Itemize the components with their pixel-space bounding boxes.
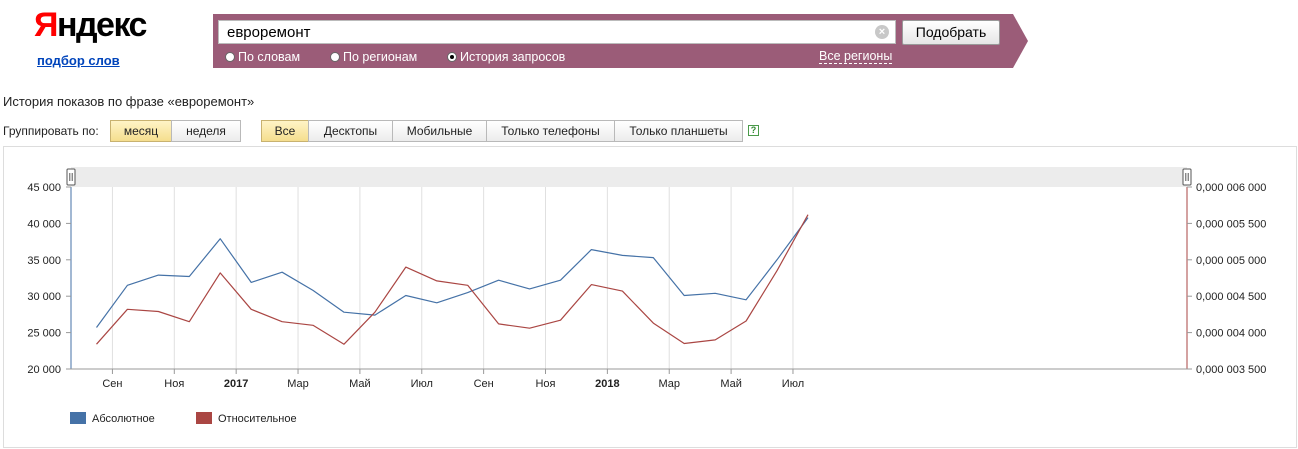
legend-relative-label[interactable]: Относительное bbox=[218, 413, 297, 425]
filter-mobile-button[interactable]: Мобильные bbox=[392, 120, 487, 142]
search-button[interactable]: Подобрать bbox=[902, 20, 1000, 45]
filter-phones-button[interactable]: Только телефоны bbox=[486, 120, 615, 142]
radio-by-regions[interactable]: По регионам bbox=[330, 50, 417, 64]
left-tick-label: 25 000 bbox=[27, 328, 61, 340]
legend-absolute-swatch[interactable] bbox=[70, 412, 86, 424]
grouping-label: Группировать по: bbox=[3, 124, 99, 138]
absolute-series-line[interactable] bbox=[96, 217, 809, 328]
logo-subtitle-link[interactable]: подбор слов bbox=[37, 53, 120, 68]
help-icon[interactable]: ? bbox=[748, 125, 759, 136]
x-tick-label: Сен bbox=[474, 378, 494, 390]
right-tick-label: 0,000 004 000 bbox=[1196, 328, 1266, 340]
group-week-button[interactable]: неделя bbox=[171, 120, 241, 142]
logo-wordmark: Яндекс bbox=[34, 6, 147, 44]
left-tick-label: 45 000 bbox=[27, 182, 61, 194]
radio-label: По словам bbox=[238, 50, 301, 64]
x-tick-label: 2018 bbox=[595, 378, 619, 390]
x-tick-label: Мар bbox=[287, 378, 309, 390]
left-tick-label: 40 000 bbox=[27, 218, 61, 230]
radio-label: История запросов bbox=[460, 50, 566, 64]
x-tick-label: Июл bbox=[782, 378, 804, 390]
clear-icon[interactable]: × bbox=[875, 25, 889, 39]
x-tick-label: Май bbox=[720, 378, 742, 390]
chart-svg: 20 000 25 000 30 000 35 000 40 000 45 000 0,00… bbox=[27, 167, 1266, 425]
radio-by-words[interactable]: По словам bbox=[225, 50, 300, 64]
x-tick-label: Ноя bbox=[164, 378, 184, 390]
navigator-strip[interactable] bbox=[71, 167, 1187, 187]
left-tick-label: 35 000 bbox=[27, 255, 61, 267]
radio-query-history[interactable]: История запросов bbox=[447, 50, 565, 64]
x-tick-label: Май bbox=[349, 378, 371, 390]
filter-all-button[interactable]: Все bbox=[261, 120, 309, 142]
right-tick-label: 0,000 005 000 bbox=[1196, 255, 1266, 267]
yandex-logo[interactable]: Яндекс подбор слов bbox=[34, 6, 147, 68]
navigator-right-handle[interactable] bbox=[1182, 168, 1192, 186]
page-title: История показов по фразе «евроремонт» bbox=[3, 94, 255, 109]
radio-circle-icon bbox=[225, 52, 235, 62]
x-tick-label: Сен bbox=[102, 378, 122, 390]
search-input[interactable]: евроремонт bbox=[218, 20, 896, 44]
x-tick-label: Мар bbox=[658, 378, 680, 390]
right-tick-label: 0,000 006 000 bbox=[1196, 182, 1266, 194]
legend-absolute-label[interactable]: Абсолютное bbox=[92, 413, 155, 425]
navigator-left-handle[interactable] bbox=[66, 168, 76, 186]
x-tick-label: Июл bbox=[411, 378, 433, 390]
left-tick-label: 20 000 bbox=[27, 364, 61, 376]
radio-checked-icon bbox=[447, 52, 457, 62]
history-chart: 20 000 25 000 30 000 35 000 40 000 45 000 0,00… bbox=[3, 146, 1297, 448]
all-regions-link[interactable]: Все регионы bbox=[819, 49, 893, 64]
x-tick-label: Ноя bbox=[535, 378, 555, 390]
left-tick-label: 30 000 bbox=[27, 291, 61, 303]
relative-series-line[interactable] bbox=[96, 214, 809, 345]
search-bar: евроремонт × Подобрать По словам По реги… bbox=[213, 14, 1028, 68]
radio-label: По регионам bbox=[343, 50, 418, 64]
group-month-button[interactable]: месяц bbox=[110, 120, 172, 142]
x-tick-label: 2017 bbox=[224, 378, 248, 390]
radio-circle-icon bbox=[330, 52, 340, 62]
filter-desktop-button[interactable]: Десктопы bbox=[308, 120, 393, 142]
right-tick-label: 0,000 003 500 bbox=[1196, 364, 1266, 376]
right-tick-label: 0,000 005 500 bbox=[1196, 218, 1266, 230]
filter-tablets-button[interactable]: Только планшеты bbox=[614, 120, 743, 142]
right-tick-label: 0,000 004 500 bbox=[1196, 291, 1266, 303]
legend-relative-swatch[interactable] bbox=[196, 412, 212, 424]
